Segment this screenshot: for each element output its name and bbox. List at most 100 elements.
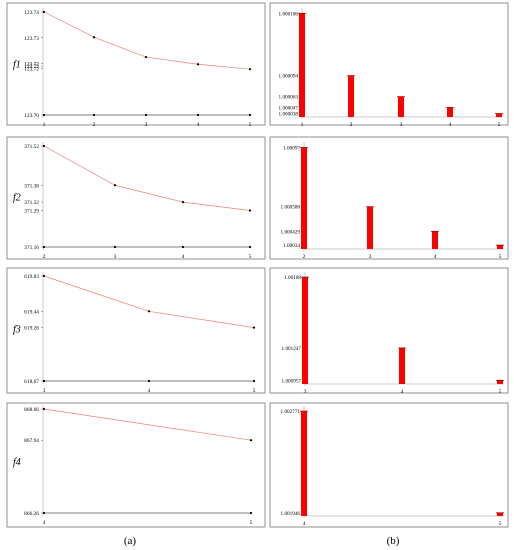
x-tick-label: 3	[304, 389, 307, 395]
x-tick-label: 4	[449, 122, 452, 128]
y-tick-label: 371.52	[24, 144, 39, 150]
chart-b1: 1.000186 1.000094 1.000063 1.0000471.000038…	[269, 2, 509, 128]
y-tick-label: 371.29	[24, 209, 39, 215]
data-point	[42, 379, 46, 383]
chart-frame	[6, 267, 266, 394]
data-point	[181, 201, 185, 204]
bar	[367, 206, 373, 249]
data-point	[248, 68, 252, 71]
x-tick-label: 5	[249, 122, 252, 128]
x-tick-label: 4	[197, 122, 200, 128]
y-tick-label: 618.67	[24, 379, 39, 385]
bar	[398, 96, 404, 117]
bar	[497, 512, 503, 516]
y-tick-label: 866.26	[24, 511, 39, 517]
chart-frame	[269, 136, 509, 260]
y-tick-label: 1.000094	[279, 74, 299, 80]
y-tick-label: 123.72	[24, 64, 39, 70]
x-tick-label: 1	[301, 122, 304, 128]
chart-frame	[6, 402, 266, 528]
x-tick-label: 5	[253, 388, 256, 394]
y-tick-label: 1.000588	[281, 205, 301, 211]
chart-frame	[6, 136, 266, 260]
bar	[299, 13, 305, 118]
x-tick-label: 5	[498, 122, 501, 128]
data-point	[196, 113, 200, 117]
y-tick-label: 123.72	[24, 67, 39, 73]
data-point	[252, 379, 256, 383]
data-point	[252, 326, 256, 329]
data-point	[196, 63, 200, 66]
data-point	[144, 55, 148, 59]
bar	[301, 147, 307, 249]
y-tick-label: 1.000063	[279, 95, 299, 101]
bar	[497, 245, 503, 249]
data-point	[42, 10, 46, 14]
x-tick-label: 5	[499, 521, 502, 527]
x-tick-label: 4	[182, 254, 185, 260]
chart-frame	[6, 2, 266, 126]
x-tick-label: 3	[145, 122, 148, 128]
x-tick-label: 3	[43, 388, 46, 394]
y-tick-label: 1.002771	[281, 409, 301, 415]
data-point	[92, 36, 96, 39]
y-tick-label: 1.000038	[279, 112, 299, 118]
data-point	[42, 245, 46, 249]
y-axis-label: f4	[13, 457, 21, 468]
x-tick-label: 3	[400, 122, 403, 128]
series-line	[43, 145, 251, 211]
y-tick-label: 1.000047	[279, 106, 299, 112]
caption-a: (a)	[124, 535, 137, 547]
y-tick-label: 123.70	[24, 113, 39, 119]
bar	[348, 75, 354, 117]
x-tick-label: 5	[499, 254, 502, 260]
y-tick-label: 371.38	[24, 183, 39, 189]
data-point	[248, 113, 252, 117]
x-tick-label: 1	[43, 122, 46, 128]
caption-b: (b)	[387, 535, 400, 547]
series-line	[43, 408, 252, 441]
x-tick-label: 4	[434, 254, 437, 260]
y-axis-label: f2	[13, 193, 21, 204]
y-tick-label: 1.001247	[282, 346, 302, 352]
y-tick-label: 619.83	[24, 274, 39, 280]
y-tick-label: 123.72	[24, 62, 39, 68]
y-tick-label: 1.001946	[281, 511, 301, 517]
bar	[497, 380, 503, 384]
series-line	[43, 275, 255, 328]
bar	[432, 231, 438, 249]
bar	[302, 277, 308, 384]
y-tick-label: 867.94	[24, 438, 39, 444]
y-tick-label: 1.00188	[284, 275, 301, 281]
bar	[447, 107, 453, 117]
data-point	[249, 511, 253, 515]
y-tick-label: 619.44	[24, 309, 39, 315]
chart-a4: 868.66 867.94 866.26 4 5 f4	[6, 402, 266, 528]
data-point	[113, 184, 117, 187]
bar	[399, 347, 405, 384]
chart-a2: 371.52 371.38 371.32 371.29 371.16 2 3 4 5 f2	[6, 136, 266, 260]
x-tick-label: 4	[148, 388, 151, 394]
data-point	[42, 407, 46, 411]
bar	[301, 411, 307, 516]
y-tick-label: 123.73	[24, 36, 39, 42]
x-tick-label: 2	[350, 122, 353, 128]
x-tick-label: 4	[303, 521, 306, 527]
x-tick-label: 5	[499, 389, 502, 395]
data-point	[42, 144, 46, 148]
bar	[496, 113, 502, 117]
x-tick-label: 4	[401, 389, 404, 395]
y-tick-label: 619.26	[24, 326, 39, 332]
data-point	[42, 274, 46, 278]
x-tick-label: 5	[250, 520, 253, 526]
y-tick-label: 123.74	[24, 10, 39, 16]
y-tick-label: 371.16	[24, 245, 39, 251]
y-tick-label: 1.000186	[279, 11, 299, 17]
x-tick-label: 4	[43, 520, 46, 526]
